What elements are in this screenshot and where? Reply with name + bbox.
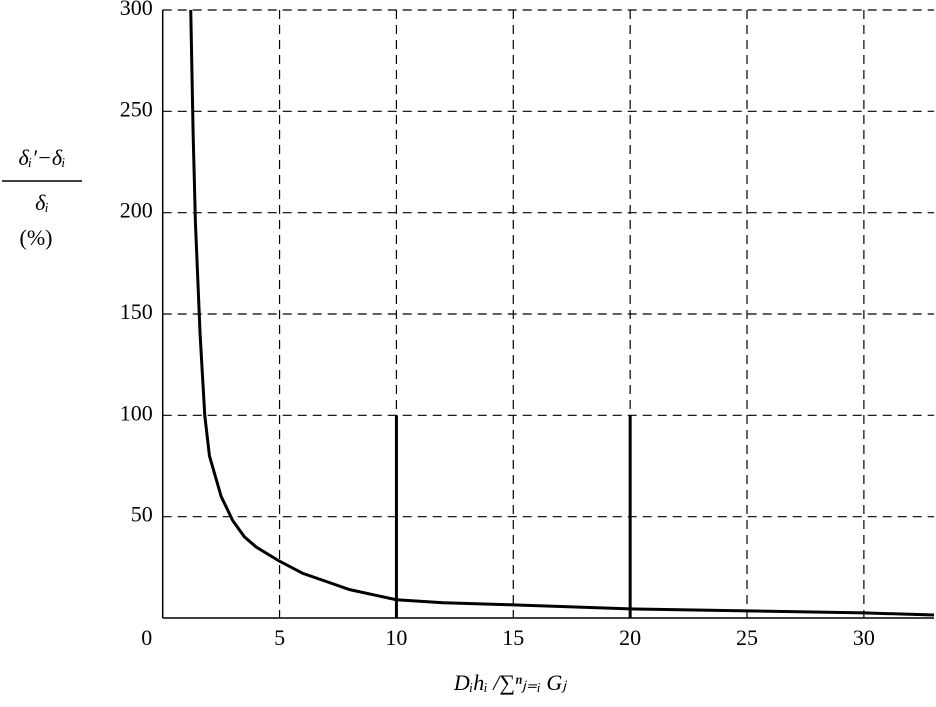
y-tick-label: 50 [131, 502, 153, 527]
y-tick-label: 300 [120, 0, 153, 20]
x-label: Dᵢhᵢ /∑ⁿⱼ₌ᵢ Gⱼ [453, 670, 567, 695]
y-tick-label: 200 [120, 198, 153, 223]
y-tick-label: 150 [120, 299, 153, 324]
x-tick-label: 25 [736, 625, 758, 650]
y-tick-label: 250 [120, 96, 153, 121]
curve [189, 9, 935, 617]
y-label-unit: (%) [20, 225, 53, 250]
x-tick-label: 30 [853, 625, 875, 650]
y-label-numerator: δᵢ′−δᵢ [18, 145, 65, 170]
x-tick-label: 20 [619, 625, 641, 650]
y-tick-label: 100 [120, 400, 153, 425]
y-label-denominator: δᵢ [35, 190, 49, 215]
x-tick-label: 15 [502, 625, 524, 650]
x-tick-label: 5 [274, 625, 285, 650]
x-tick-label: 10 [385, 625, 407, 650]
x-tick-label: 0 [141, 625, 152, 650]
